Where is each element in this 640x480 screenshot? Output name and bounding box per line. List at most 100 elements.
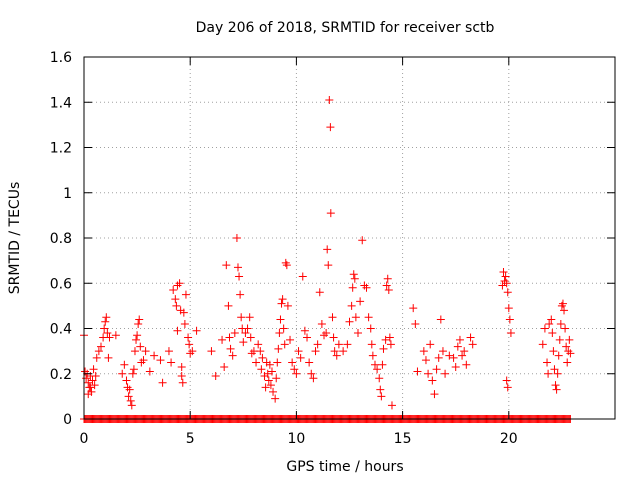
data-point	[426, 340, 435, 349]
data-point	[376, 385, 385, 394]
data-point	[177, 372, 186, 381]
data-point	[561, 324, 570, 333]
data-point	[502, 376, 511, 385]
data-point	[245, 313, 254, 322]
data-point	[503, 288, 512, 297]
data-point	[555, 335, 564, 344]
data-point	[82, 374, 91, 383]
data-point	[565, 335, 574, 344]
data-point	[356, 297, 365, 306]
data-point	[358, 236, 367, 245]
data-point	[300, 326, 309, 335]
data-point	[277, 299, 286, 308]
data-point	[556, 319, 565, 328]
data-point	[137, 358, 146, 367]
data-point	[502, 279, 511, 288]
data-point	[172, 301, 181, 310]
data-point	[104, 353, 113, 362]
data-point	[81, 367, 90, 376]
data-point	[501, 272, 510, 281]
data-point	[118, 369, 127, 378]
data-point	[184, 333, 193, 342]
data-point	[564, 347, 573, 356]
data-point	[222, 261, 231, 270]
data-point	[547, 315, 556, 324]
data-point	[500, 276, 509, 285]
data-point	[560, 306, 569, 315]
data-point	[421, 356, 430, 365]
data-point	[86, 383, 95, 392]
data-point	[241, 329, 250, 338]
data-point	[192, 326, 201, 335]
data-point	[326, 123, 335, 132]
data-point	[384, 286, 393, 295]
data-point	[373, 365, 382, 374]
data-point	[434, 353, 443, 362]
data-point	[133, 331, 142, 340]
data-point	[276, 315, 285, 324]
data-point	[186, 349, 195, 358]
data-point	[409, 304, 418, 313]
data-point	[264, 376, 273, 385]
data-point	[453, 342, 462, 351]
data-point	[296, 353, 305, 362]
data-point	[164, 347, 173, 356]
data-point	[315, 288, 324, 297]
data-point	[330, 347, 339, 356]
data-point	[364, 313, 373, 322]
x-tick-label: 20	[500, 431, 518, 447]
data-point	[274, 344, 283, 353]
data-point	[169, 286, 178, 295]
data-point	[343, 340, 352, 349]
data-point	[290, 365, 299, 374]
data-point	[552, 385, 561, 394]
data-point	[445, 351, 454, 360]
y-tick-label: 0.4	[50, 322, 72, 338]
data-point	[282, 261, 291, 270]
data-point	[236, 290, 245, 299]
data-point	[378, 360, 387, 369]
data-point	[220, 362, 229, 371]
ticks: 0 0.2 0.4 0.6 0.8 1 1.2 1.4 1.6 0 5 10 15 20	[50, 50, 615, 447]
data-point	[370, 360, 379, 369]
data-point	[367, 340, 376, 349]
data-point	[419, 347, 428, 356]
data-point	[411, 319, 420, 328]
data-point	[124, 392, 133, 401]
data-point	[499, 267, 508, 276]
data-point	[254, 340, 263, 349]
data-point	[558, 299, 567, 308]
y-tick-label: 1.6	[50, 50, 72, 66]
data-point	[468, 340, 477, 349]
data-point	[441, 369, 450, 378]
data-point	[269, 387, 278, 396]
data-point	[544, 369, 553, 378]
data-point	[305, 358, 314, 367]
data-point	[111, 331, 120, 340]
data-point	[320, 331, 329, 340]
data-point	[130, 347, 139, 356]
data-point	[505, 315, 514, 324]
data-point	[173, 281, 182, 290]
y-tick-label: 1.2	[50, 141, 72, 157]
x-axis-label: GPS time / hours	[286, 459, 403, 475]
data-point	[498, 281, 507, 290]
data-point	[551, 381, 560, 390]
data-point	[211, 372, 220, 381]
data-point	[345, 317, 354, 326]
data-point	[353, 329, 362, 338]
data-point	[101, 317, 110, 326]
data-point	[307, 369, 316, 378]
data-point	[557, 301, 566, 310]
data-point	[545, 319, 554, 328]
data-point	[178, 378, 187, 387]
data-point	[386, 340, 395, 349]
data-point	[451, 362, 460, 371]
data-point	[548, 329, 557, 338]
data-point	[362, 283, 371, 292]
data-point	[538, 340, 547, 349]
data-point	[366, 324, 375, 333]
data-point	[566, 349, 575, 358]
x-tick-label: 5	[186, 431, 195, 447]
